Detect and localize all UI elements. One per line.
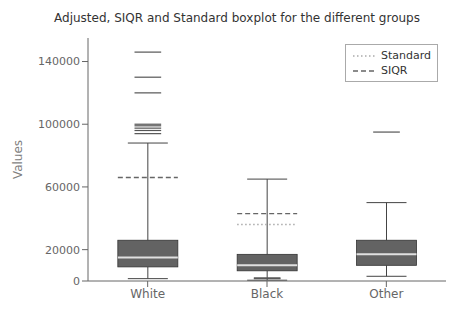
html-text:Adjusted, SIQR and Standard bo: Adjusted, SIQR and Standard boxplot for … (54, 11, 420, 25)
svg-text:Other: Other (369, 287, 403, 301)
svg-text:Black: Black (251, 287, 284, 301)
svg-text:0: 0 (73, 275, 80, 288)
html-text:Standard: Standard (381, 49, 431, 62)
svg-text:White: White (130, 287, 165, 301)
svg-text:140000: 140000 (38, 55, 80, 68)
svg-text:20000: 20000 (45, 244, 80, 257)
svg-text:100000: 100000 (38, 118, 80, 131)
svg-text:60000: 60000 (45, 181, 80, 194)
html-text:SIQR: SIQR (381, 64, 408, 77)
svg-text:Values: Values (11, 140, 25, 179)
